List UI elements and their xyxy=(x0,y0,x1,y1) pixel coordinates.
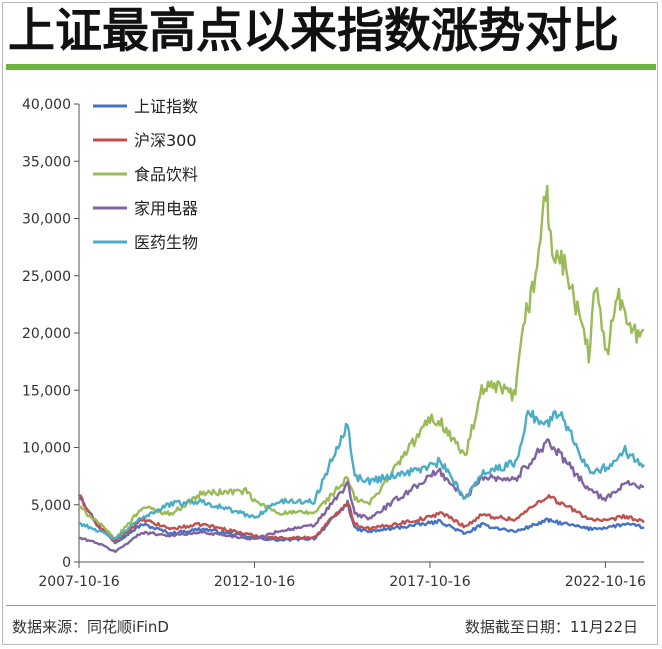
y-tick-label: 10,000 xyxy=(22,441,71,457)
series-line-3 xyxy=(78,184,645,540)
data-source-note: 数据来源：同花顺iFinD xyxy=(12,618,169,636)
series-line-4 xyxy=(78,438,645,554)
chart-svg: 0 5,000 10,000 15,000 20,000 25,000 30,000 35,0… xyxy=(22,97,646,590)
legend-label: 上证指数 xyxy=(134,97,198,116)
x-tick-label: 2017-10-16 xyxy=(389,574,470,590)
title-underline xyxy=(6,64,656,70)
legend-label: 家用电器 xyxy=(134,199,198,218)
y-tick-label: 15,000 xyxy=(22,383,71,399)
y-tick-label: 35,000 xyxy=(22,154,71,170)
series-line-2 xyxy=(78,494,645,543)
data-cutoff-note: 数据截至日期：11月22日 xyxy=(464,618,638,636)
y-tick-label: 25,000 xyxy=(22,269,71,285)
legend-label: 医药生物 xyxy=(134,233,198,252)
line-chart: 0 5,000 10,000 15,000 20,000 25,000 30,000 35,0… xyxy=(0,72,662,602)
y-tick-label: 20,000 xyxy=(22,326,71,342)
y-tick-label: 5,000 xyxy=(31,498,71,514)
x-tick-label: 2012-10-16 xyxy=(214,574,295,590)
y-tick-label: 0 xyxy=(62,555,71,571)
footer-divider xyxy=(6,605,656,606)
x-tick-label: 2007-10-16 xyxy=(38,574,119,590)
series-line-5 xyxy=(78,409,645,540)
legend-label: 食品饮料 xyxy=(134,165,198,184)
legend-label: 沪深300 xyxy=(134,131,197,150)
x-tick-label: 2022-10-16 xyxy=(565,574,646,590)
page-title: 上证最高点以来指数涨势对比 xyxy=(8,4,619,59)
y-tick-label: 30,000 xyxy=(22,212,71,228)
y-tick-label: 40,000 xyxy=(22,97,71,113)
